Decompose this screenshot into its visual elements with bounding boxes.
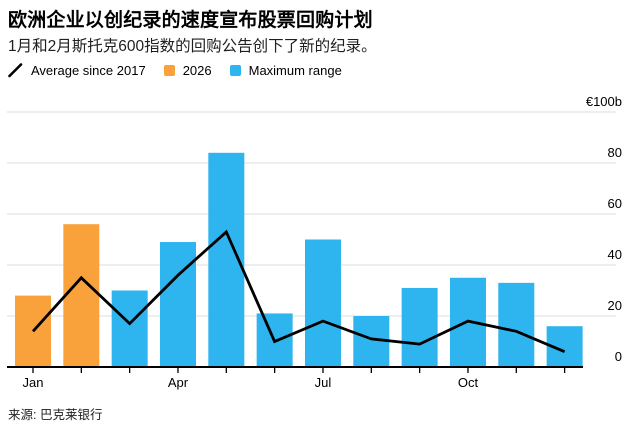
svg-text:Apr: Apr [168,375,189,390]
svg-text:€100b: €100b [586,94,622,109]
chart-legend: Average since 2017 2026 Maximum range [8,63,342,78]
svg-text:Oct: Oct [458,375,479,390]
orange-swatch-icon [163,65,175,76]
chart-title: 欧洲企业以创纪录的速度宣布股票回购计划 [8,10,373,31]
source-credit: 来源: 巴克莱银行 [8,408,103,422]
legend-item-average: Average since 2017 [8,63,146,78]
chart-subtitle: 1月和2月斯托克600指数的回购公告创下了新的纪录。 [8,38,377,55]
legend-label-average: Average since 2017 [31,63,146,78]
svg-text:40: 40 [608,247,622,262]
svg-text:20: 20 [608,298,622,313]
legend-item-maximum-range: Maximum range [229,63,342,78]
legend-label-2026: 2026 [182,63,212,78]
average-line-icon [8,63,23,78]
legend-item-2026: 2026 [163,63,212,78]
svg-text:Jan: Jan [23,375,44,390]
blue-swatch-icon [229,65,241,76]
svg-text:Jul: Jul [315,375,332,390]
svg-text:0: 0 [615,349,622,364]
svg-text:60: 60 [608,196,622,211]
legend-label-maximum-range: Maximum range [248,63,342,78]
svg-text:80: 80 [608,145,622,160]
